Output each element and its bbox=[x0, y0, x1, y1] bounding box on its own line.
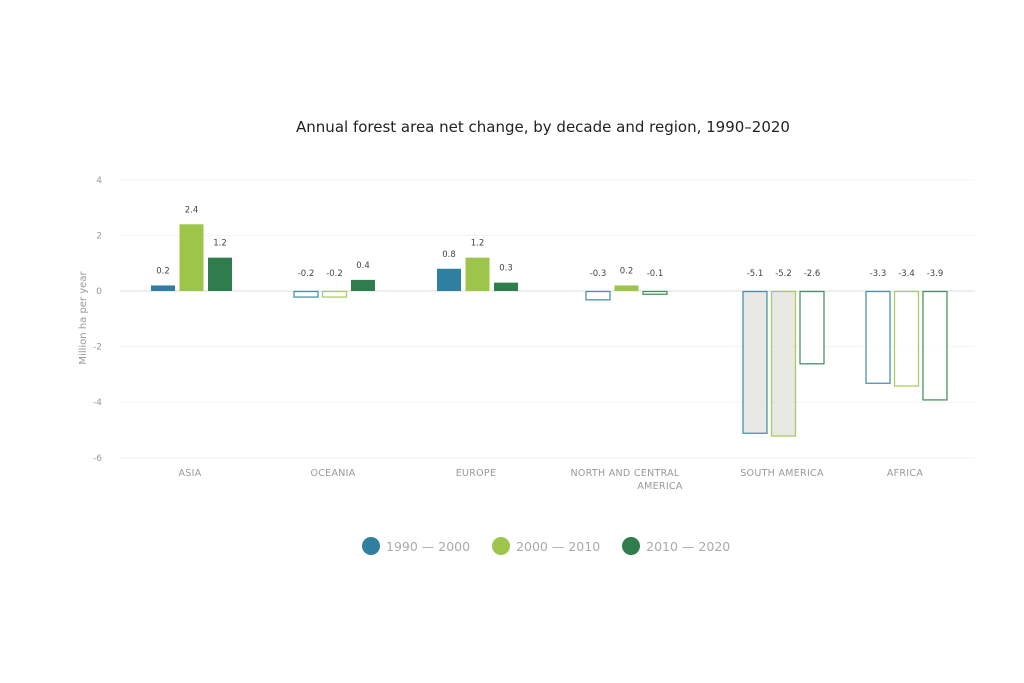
legend-label: 2000 — 2010 bbox=[516, 538, 601, 554]
data-label: -0.1 bbox=[647, 269, 664, 279]
legend-item[interactable]: 2000 — 2010 bbox=[492, 537, 600, 555]
bar bbox=[893, 290, 920, 387]
data-label: 1.2 bbox=[471, 239, 485, 249]
bar bbox=[585, 290, 611, 301]
data-label: 0.8 bbox=[442, 250, 456, 260]
legend-swatch-icon bbox=[622, 537, 641, 555]
bar bbox=[922, 290, 948, 401]
data-label: -0.2 bbox=[298, 269, 315, 279]
x-category-label: OCEANIA bbox=[310, 468, 355, 479]
chart-title: Annual forest area net change, by decade… bbox=[296, 118, 790, 136]
bar bbox=[179, 224, 204, 291]
data-label: 0.4 bbox=[356, 261, 370, 271]
x-category-label: EUROPE bbox=[456, 468, 497, 479]
legend-item[interactable]: 2010 — 2020 bbox=[622, 537, 730, 555]
bar bbox=[151, 285, 175, 291]
bar bbox=[770, 290, 797, 437]
data-label: -3.4 bbox=[898, 269, 915, 279]
y-tick-label: 0 bbox=[96, 287, 102, 297]
data-label: -2.6 bbox=[804, 269, 821, 279]
data-label: 0.2 bbox=[156, 266, 170, 276]
y-tick-label: 2 bbox=[96, 231, 102, 241]
y-tick-label: -4 bbox=[93, 398, 102, 408]
data-label: 1.2 bbox=[213, 239, 227, 249]
data-label: 0.3 bbox=[499, 264, 513, 274]
y-axis-label: Million ha per year bbox=[78, 271, 89, 365]
x-category-label: SOUTH AMERICA bbox=[740, 468, 824, 479]
legend-label: 1990 — 2000 bbox=[386, 538, 471, 554]
bar bbox=[799, 290, 825, 365]
bar bbox=[642, 290, 668, 295]
bar bbox=[494, 282, 518, 291]
data-label: -5.2 bbox=[775, 269, 792, 279]
legend: 1990 — 2000 2000 — 2010 2010 — 2020 bbox=[362, 537, 730, 555]
x-category-label: AMERICA bbox=[637, 481, 683, 492]
y-tick-label: 4 bbox=[96, 176, 102, 186]
bar bbox=[437, 268, 461, 291]
legend-item[interactable]: 1990 — 2000 bbox=[362, 537, 470, 555]
data-label: -0.2 bbox=[326, 269, 343, 279]
data-label: -5.1 bbox=[747, 269, 764, 279]
data-label: 2.4 bbox=[185, 205, 199, 215]
y-tick-label: -2 bbox=[93, 343, 102, 353]
bar bbox=[293, 290, 319, 298]
y-tick-label: -6 bbox=[93, 454, 102, 464]
data-label: -3.9 bbox=[927, 269, 944, 279]
bar bbox=[614, 285, 639, 291]
bar bbox=[321, 290, 348, 298]
bar bbox=[742, 290, 768, 434]
bar bbox=[865, 290, 891, 384]
bar bbox=[351, 279, 375, 291]
x-category-label: AFRICA bbox=[887, 468, 923, 479]
x-category-label: NORTH AND CENTRAL bbox=[570, 468, 679, 479]
data-label: -3.3 bbox=[870, 269, 887, 279]
data-label: -0.3 bbox=[590, 269, 607, 279]
bar bbox=[208, 257, 232, 291]
legend-swatch-icon bbox=[492, 537, 511, 555]
bar bbox=[465, 257, 490, 291]
data-label: 0.2 bbox=[620, 266, 634, 276]
legend-swatch-icon bbox=[362, 537, 380, 555]
legend-label: 2010 — 2020 bbox=[646, 538, 731, 554]
x-category-label: ASIA bbox=[178, 468, 201, 479]
